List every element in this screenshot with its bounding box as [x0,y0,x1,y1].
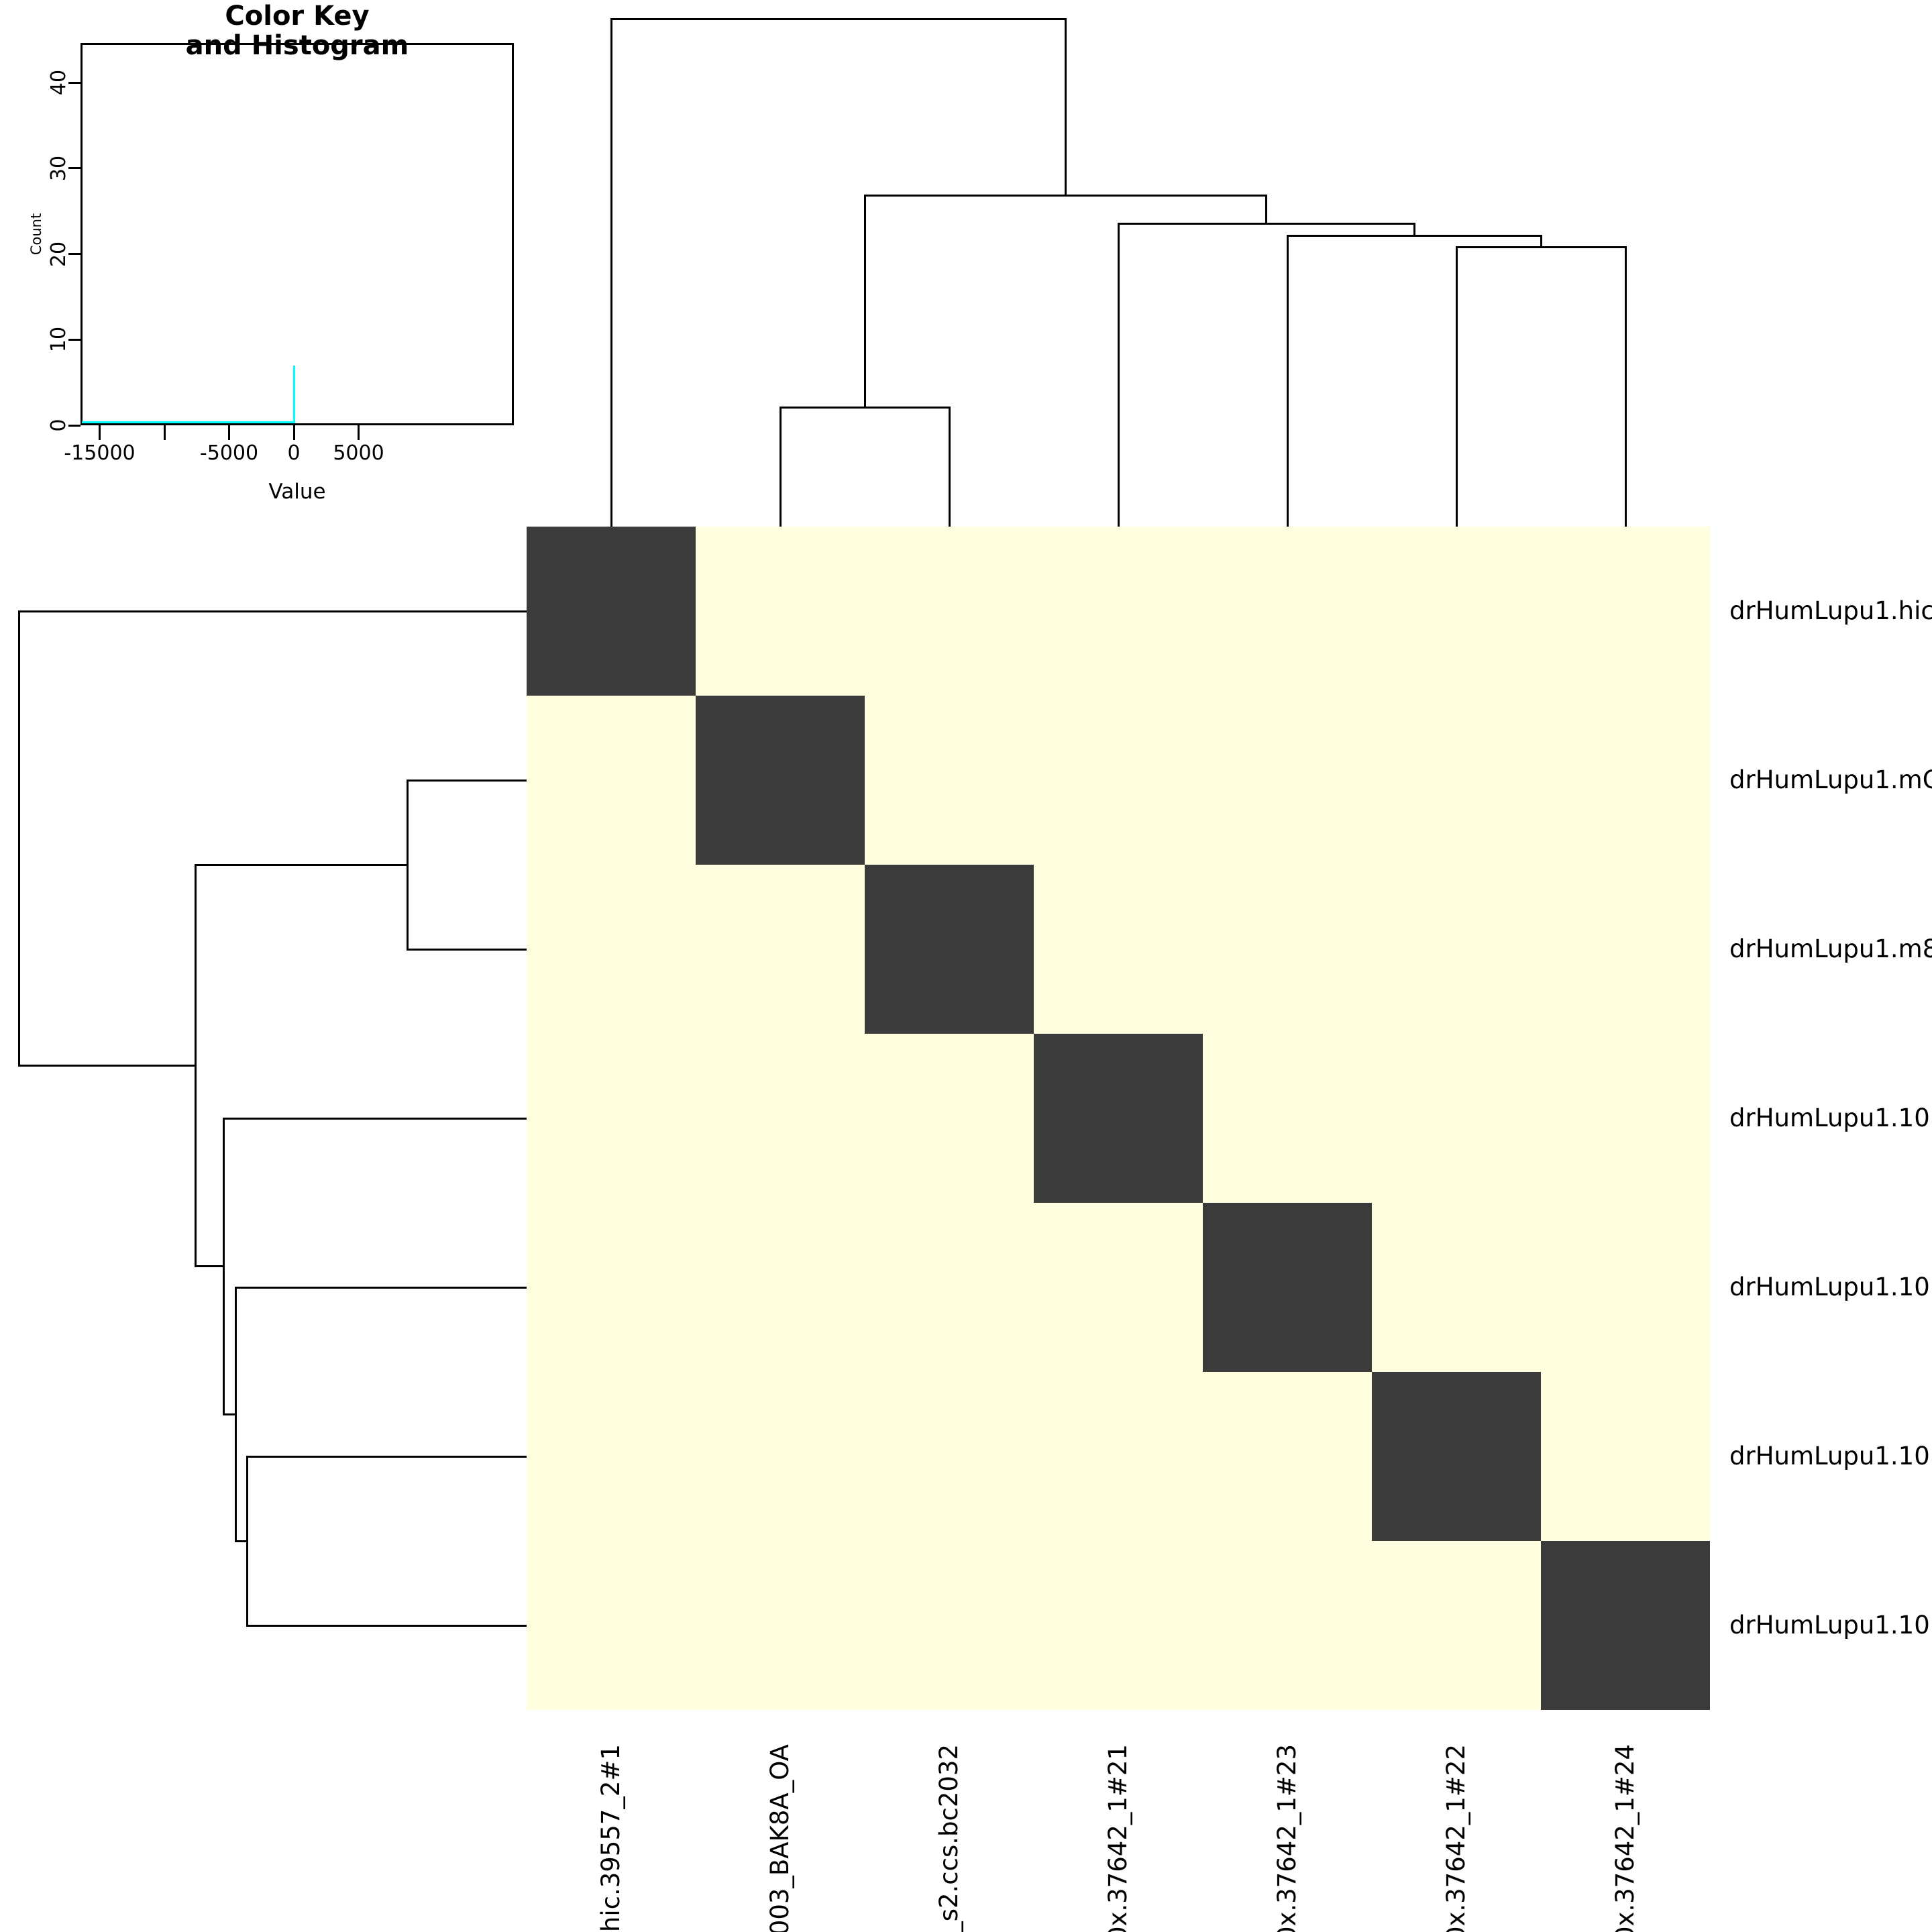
column-label: 0x.37642_1#23 [1273,1744,1301,1932]
row-label: drHumLupu1.m8 [1729,934,1932,963]
dendrogram-branch [407,779,527,782]
heatmap-cell-diagonal [1034,1034,1203,1203]
dendrogram-branch [223,1117,527,1120]
dendrogram-bar [779,407,951,409]
dendrogram-branch [1117,223,1120,527]
dendrogram-branch [17,610,527,612]
count-axis-tick [68,253,80,255]
heatmap-cell-diagonal [865,865,1034,1034]
dendrogram-bar [223,1117,225,1415]
row-label: drHumLupu1.hic [1729,596,1932,625]
row-label: drHumLupu1.10 [1729,1442,1930,1470]
dendrogram-bar [407,779,409,951]
dendrogram-branch [1413,223,1415,236]
dendrogram-bar [1455,246,1627,249]
dendrogram-bar [610,17,1067,20]
dendrogram-branch [1265,194,1267,224]
dendrogram-bar [194,863,197,1267]
histogram-trace-spike [292,365,295,423]
color-key-title-line2: and Histogram [185,30,409,61]
heatmap-cell-diagonal [696,696,865,865]
dendrogram-branch [246,1455,527,1458]
dendrogram-branch [948,407,951,527]
count-axis-tick-label: 10 [47,327,70,353]
row-label: drHumLupu1.10 [1729,1104,1930,1132]
count-axis-tick [68,81,80,84]
dendrogram-bar [17,610,20,1067]
value-axis-tick [358,425,360,440]
count-axis-tick-label: 0 [47,419,70,432]
dendrogram-branch [407,948,527,951]
dendrogram-branch [863,194,866,408]
dendrogram-branch [194,863,408,866]
dendrogram-branch [235,1540,248,1542]
dendrogram-branch [246,1624,527,1627]
color-key-title: Color Key and Histogram [80,1,514,60]
column-label: 0_s2.ccs.bc2032 [934,1744,963,1932]
column-label: 0x.37642_1#22 [1442,1744,1470,1932]
value-axis-tick [99,425,101,440]
count-axis-tick-label: 20 [47,241,70,267]
color-key-title-line1: Color Key [225,1,370,32]
row-label: drHumLupu1.10 [1729,1611,1930,1640]
count-axis-tick-label: 30 [47,155,70,181]
value-axis-tick [228,425,230,440]
row-label: drHumLupu1.10 [1729,1273,1930,1301]
heatmap-cell-diagonal [1203,1203,1372,1372]
dendrogram-branch [1624,246,1627,527]
row-label: drHumLupu1.mC [1729,765,1932,794]
dendrogram-branch [235,1286,527,1289]
count-axis-label: Count [28,213,44,256]
dendrogram-bar [1117,223,1415,225]
value-axis-tick-label: -5000 [199,441,259,465]
dendrogram-bar [1286,235,1542,237]
heatmap-cell-diagonal [1372,1372,1541,1541]
value-axis-tick-label: -15000 [64,441,136,465]
column-label: 0x.37642_1#24 [1611,1744,1640,1932]
dendrogram-branch [1064,17,1067,196]
dendrogram-branch [223,1413,236,1415]
dendrogram-branch [610,17,612,527]
count-axis-tick [68,424,80,427]
dendrogram-bar [863,194,1267,197]
value-axis-tick-label: 5000 [333,441,384,465]
column-label: .003_BAK8A_OA [765,1744,794,1932]
count-axis-tick [68,338,80,341]
color-key-box [80,43,514,425]
dendrogram-branch [17,1064,196,1067]
value-axis-tick [163,425,166,440]
value-axis-label: Value [268,480,326,504]
value-axis-tick-label: 0 [287,441,301,465]
column-label: 0x.37642_1#21 [1104,1744,1132,1932]
count-axis-tick [68,167,80,170]
heatmap-cell-diagonal [1541,1541,1710,1710]
dendrogram-branch [194,1265,224,1267]
histogram-trace-baseline [82,421,294,423]
dendrogram-branch [1540,235,1542,248]
dendrogram-bar [246,1455,249,1627]
value-axis-tick [292,425,295,440]
dendrogram-bar [235,1286,237,1542]
heatmap-matrix [527,527,1710,1710]
dendrogram-branch [1455,246,1458,527]
count-axis-tick-label: 40 [47,69,70,96]
dendrogram-branch [779,407,782,527]
dendrogram-branch [1286,235,1289,527]
column-label: .hic.39557_2#1 [596,1744,625,1932]
heatmap-cell-diagonal [527,527,696,696]
